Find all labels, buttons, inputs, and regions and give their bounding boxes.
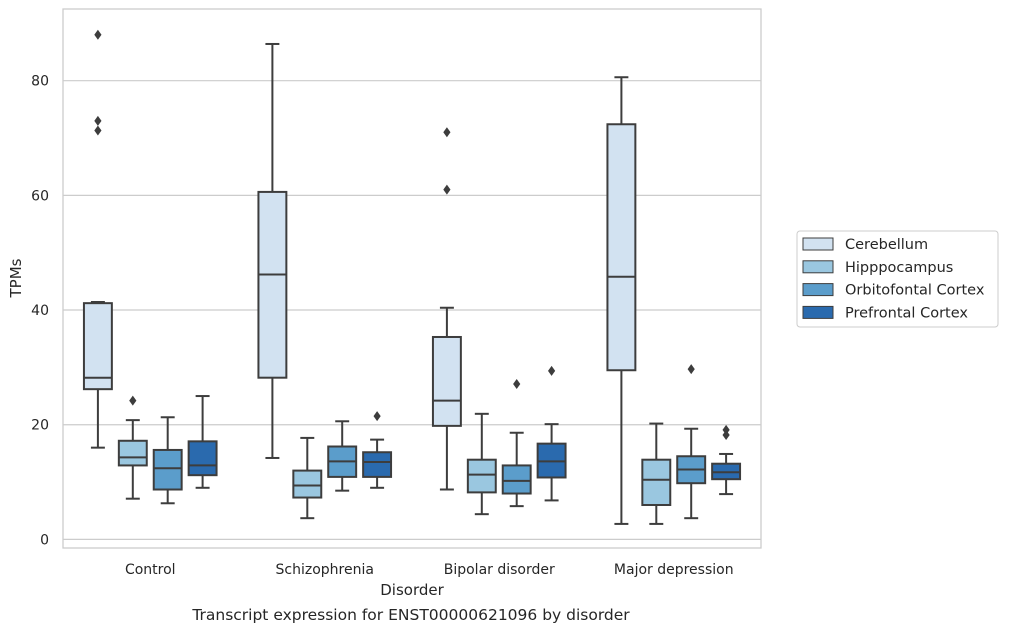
- box-iqr: [641, 458, 672, 506]
- box-orbitofontal-cortex: [327, 420, 358, 492]
- outlier-point: [94, 29, 102, 40]
- box-iqr: [257, 190, 288, 379]
- outlier-point: [722, 424, 730, 435]
- outlier-point: [373, 411, 381, 422]
- outlier-point: [129, 395, 137, 406]
- x-tick-label: Major depression: [614, 562, 734, 578]
- y-tick-label: 40: [31, 303, 49, 319]
- box-orbitofontal-cortex: [501, 379, 532, 508]
- box-cerebellum: [257, 42, 288, 459]
- outlier-point: [722, 430, 730, 441]
- box-prefrontal-cortex: [711, 424, 742, 496]
- plot-area-frame: [62, 8, 762, 549]
- box-iqr: [501, 464, 532, 495]
- figure-caption: Transcript expression for ENST0000062109…: [192, 606, 630, 624]
- legend-swatch: [802, 305, 834, 319]
- y-axis-label: TPMs: [7, 258, 25, 298]
- box-iqr: [187, 440, 218, 477]
- box-iqr: [292, 469, 323, 499]
- y-axis-ticks: 0 20 40 60 80: [31, 74, 49, 549]
- box-orbitofontal-cortex: [676, 364, 707, 520]
- box-cerebellum: [82, 29, 113, 449]
- legend-swatch: [802, 237, 834, 251]
- outlier-point: [548, 365, 556, 376]
- gridlines: [63, 80, 761, 540]
- box-iqr: [152, 448, 183, 491]
- x-tick-label: Bipolar disorder: [444, 562, 555, 578]
- y-tick-label: 80: [31, 74, 49, 90]
- box-hipppocampus: [641, 422, 672, 525]
- x-tick-label: Control: [125, 562, 176, 578]
- outlier-point: [687, 364, 695, 375]
- box-hipppocampus: [117, 395, 148, 500]
- y-tick-label: 0: [40, 532, 49, 548]
- legend-label: Prefrontal Cortex: [845, 305, 968, 321]
- box-iqr: [362, 451, 393, 478]
- legend-frame: [796, 230, 999, 328]
- legend-label: Cerebellum: [845, 237, 928, 253]
- x-axis-label: Disorder: [380, 581, 444, 599]
- y-tick-label: 60: [31, 188, 49, 204]
- legend-swatch: [802, 283, 834, 297]
- box-cerebellum: [606, 76, 637, 525]
- box-hipppocampus: [292, 436, 323, 520]
- box-hipppocampus: [466, 412, 497, 516]
- box-prefrontal-cortex: [362, 411, 393, 489]
- legend-label: Orbitofontal Cortex: [845, 283, 985, 299]
- x-axis-ticks: Control Schizophrenia Bipolar disorder Majo…: [125, 562, 734, 578]
- box-orbitofontal-cortex: [152, 416, 183, 505]
- legend-swatch: [802, 260, 834, 274]
- outlier-point: [443, 127, 451, 138]
- legend: Cerebellum Hipppocampus Orbitofontal Corte…: [796, 230, 999, 328]
- x-tick-label: Schizophrenia: [276, 562, 374, 578]
- outlier-point: [94, 125, 102, 136]
- box-cerebellum: [431, 127, 462, 491]
- legend-label: Hipppocampus: [845, 260, 953, 276]
- box-iqr: [466, 458, 497, 494]
- outlier-point: [94, 115, 102, 126]
- box-iqr: [82, 302, 113, 391]
- box-iqr: [117, 439, 148, 467]
- box-prefrontal-cortex: [187, 395, 218, 489]
- box-layer: [82, 29, 742, 525]
- box-prefrontal-cortex: [536, 365, 567, 502]
- outlier-point: [513, 379, 521, 390]
- box-iqr: [606, 123, 637, 372]
- box-iqr: [431, 335, 462, 427]
- y-tick-label: 20: [31, 418, 49, 434]
- outlier-point: [443, 184, 451, 195]
